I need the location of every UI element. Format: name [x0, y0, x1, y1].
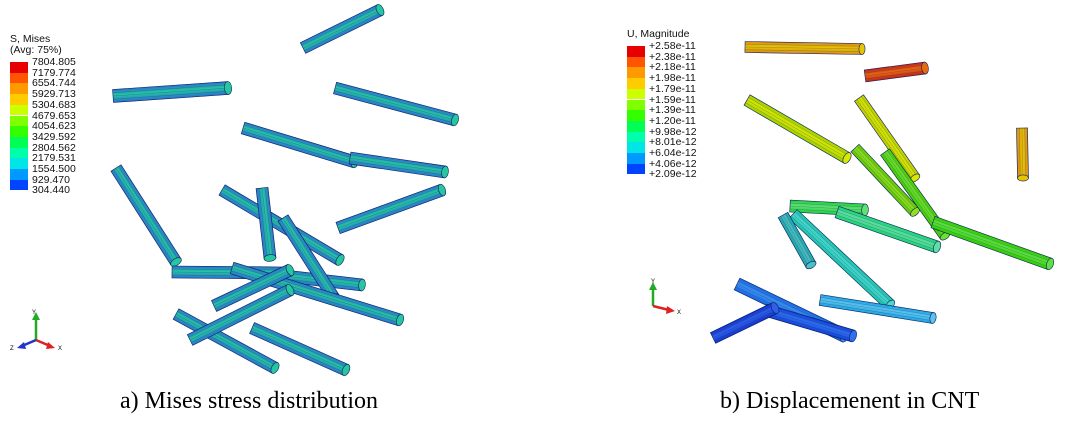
nanotube — [709, 302, 780, 344]
legend-value: +2.58e-11 — [649, 40, 696, 52]
nanotube — [850, 143, 920, 217]
legend-swatch — [10, 126, 28, 137]
legend-scale: 7804.805 7179.774 6554.744 5929.713 5304.683… — [10, 57, 120, 207]
nanotube — [854, 94, 921, 183]
legend-title: S, Mises — [10, 33, 51, 45]
nanotube — [818, 294, 937, 324]
nanotube — [211, 264, 295, 312]
legend-title: U, Magnitude — [627, 28, 690, 40]
axis-x-label: X — [677, 310, 681, 316]
legend-swatch — [10, 72, 28, 84]
legend-value: 7804.805 — [32, 56, 76, 68]
caption-displacement: b) Displacemenent in CNT — [720, 388, 980, 414]
legend-swatch — [10, 115, 28, 127]
nanotube — [743, 94, 852, 164]
legend-value: 4679.653 — [32, 109, 76, 122]
legend-swatch — [627, 56, 645, 68]
nanotube — [249, 322, 351, 376]
legend-value: 3429.592 — [32, 130, 76, 143]
legend-swatch — [10, 104, 28, 116]
legend-swatch — [10, 83, 28, 95]
nanotube — [299, 4, 385, 54]
legend-swatch — [10, 136, 28, 148]
legend-swatch — [10, 62, 28, 73]
displacement-legend: U, Magnitude +2.58e-11 +2.38e-11 +2.18e-11… — [627, 29, 737, 191]
nanotube — [255, 186, 277, 262]
legend-value: 2804.562 — [32, 141, 76, 154]
nanotube — [834, 205, 942, 254]
nanotube — [335, 183, 447, 235]
legend-swatch — [627, 67, 645, 79]
legend-value: 5304.683 — [32, 98, 76, 111]
nanotube — [777, 211, 817, 270]
axis-x-label: X — [58, 346, 62, 352]
legend-swatch — [627, 110, 645, 121]
legend-swatch — [627, 153, 645, 164]
legend-value: +2.18e-11 — [649, 61, 696, 74]
legend-value: +1.39e-11 — [649, 104, 696, 117]
legend-subtitle: (Avg: 75%) — [10, 44, 62, 56]
legend-value: +6.04e-12 — [649, 147, 697, 159]
nanotube — [112, 81, 232, 103]
legend-swatch — [627, 120, 645, 132]
mises-stress-render — [110, 4, 459, 376]
legend-swatch — [627, 46, 645, 57]
legend-value: 2179.531 — [32, 152, 76, 165]
legend-swatch — [10, 179, 28, 191]
panel-displacement: U, Magnitude +2.58e-11 +2.38e-11 +2.18e-11… — [615, 0, 1085, 380]
legend-value: +4.06e-12 — [649, 157, 697, 170]
legend-swatch — [627, 131, 645, 143]
nanotube — [744, 41, 866, 55]
nanotube — [240, 121, 359, 169]
axis-y-label: Y — [651, 279, 655, 285]
legend-value: 304.440 — [32, 184, 70, 197]
legend-value: 6554.744 — [32, 77, 76, 90]
nanotube — [348, 151, 449, 179]
legend-swatch — [10, 158, 28, 169]
legend-swatch — [10, 147, 28, 159]
legend-value: +1.59e-11 — [649, 93, 696, 106]
axis-triad: Y Z X — [10, 310, 62, 352]
legend-swatch — [627, 99, 645, 111]
legend-swatch — [627, 88, 645, 100]
legend-value: +2.09e-12 — [649, 168, 697, 181]
legend-value: 929.470 — [32, 173, 70, 186]
axis-triad: Y X — [649, 279, 681, 316]
legend-value: +1.79e-11 — [649, 82, 696, 95]
panel-mises-stress: S, Mises (Avg: 75%) 7804.805 7179.774 6554… — [0, 0, 540, 380]
legend-swatch — [10, 169, 28, 180]
legend-swatch — [627, 163, 645, 175]
nanotube — [110, 164, 182, 267]
legend-value: 5929.713 — [32, 88, 76, 101]
mises-legend: S, Mises (Avg: 75%) 7804.805 7179.774 6554… — [10, 34, 120, 207]
legend-swatch — [627, 142, 645, 153]
nanotube — [1016, 127, 1029, 182]
axis-z-label: Z — [10, 346, 14, 352]
nanotube — [333, 81, 459, 127]
displacement-render — [709, 41, 1055, 344]
legend-value: 1554.500 — [32, 163, 76, 175]
legend-value: +9.98e-12 — [649, 125, 697, 138]
axis-y-label: Y — [32, 310, 36, 316]
nanotube — [172, 308, 280, 374]
legend-value: 7179.774 — [32, 66, 76, 79]
legend-swatch — [10, 94, 28, 105]
nanotube — [863, 61, 929, 83]
legend-value: +2.38e-11 — [649, 50, 696, 63]
caption-mises-stress: a) Mises stress distribution — [120, 388, 378, 414]
legend-value: +1.98e-11 — [649, 72, 696, 85]
legend-value: 4054.623 — [32, 120, 76, 133]
legend-swatch — [627, 78, 645, 89]
legend-value: +8.01e-12 — [649, 136, 697, 149]
legend-value: +1.20e-11 — [649, 114, 696, 127]
nanotube — [186, 284, 295, 346]
nanotube — [930, 215, 1055, 271]
legend-scale: +2.58e-11 +2.38e-11 +2.18e-11 +1.98e-11 +1.7… — [627, 41, 737, 191]
